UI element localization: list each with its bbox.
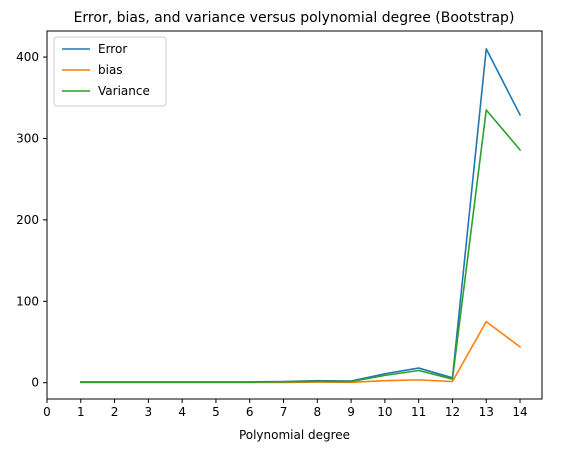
x-tick-label: 8 xyxy=(313,405,321,419)
x-tick-label: 5 xyxy=(212,405,220,419)
x-tick-label: 7 xyxy=(280,405,288,419)
chart-title: Error, bias, and variance versus polynom… xyxy=(74,10,515,26)
x-tick-label: 12 xyxy=(445,405,460,419)
legend: Error bias Variance xyxy=(53,36,167,107)
x-tick-label: 10 xyxy=(377,405,392,419)
x-tick-label: 4 xyxy=(178,405,186,419)
series-line-bias xyxy=(79,320,522,384)
y-tick-label: 400 xyxy=(16,50,39,64)
legend-label: Variance xyxy=(98,84,150,98)
axes-frame xyxy=(46,30,543,400)
y-tick-label: 0 xyxy=(31,376,39,390)
y-tick-label: 200 xyxy=(16,213,39,227)
y-tick-label: 300 xyxy=(16,131,39,145)
x-axis-label: Polynomial degree xyxy=(239,428,350,442)
series-line-variance xyxy=(79,109,522,383)
x-tick-label: 13 xyxy=(479,405,494,419)
legend-label: bias xyxy=(98,63,123,77)
x-tick-label: 9 xyxy=(347,405,355,419)
y-axis-ticks: 0 100 200 300 400 xyxy=(16,50,47,390)
x-tick-label: 14 xyxy=(512,405,527,419)
x-tick-label: 0 xyxy=(43,405,51,419)
series-lines xyxy=(79,48,522,384)
legend-label: Error xyxy=(98,42,127,56)
x-axis-ticks: 0 1 2 3 4 5 6 7 8 9 10 11 12 13 14 xyxy=(43,399,528,419)
legend-box xyxy=(53,36,167,107)
x-tick-label: 3 xyxy=(145,405,153,419)
x-tick-label: 6 xyxy=(246,405,254,419)
x-tick-label: 2 xyxy=(111,405,119,419)
x-tick-label: 1 xyxy=(77,405,85,419)
x-tick-label: 11 xyxy=(411,405,426,419)
y-tick-label: 100 xyxy=(16,294,39,308)
